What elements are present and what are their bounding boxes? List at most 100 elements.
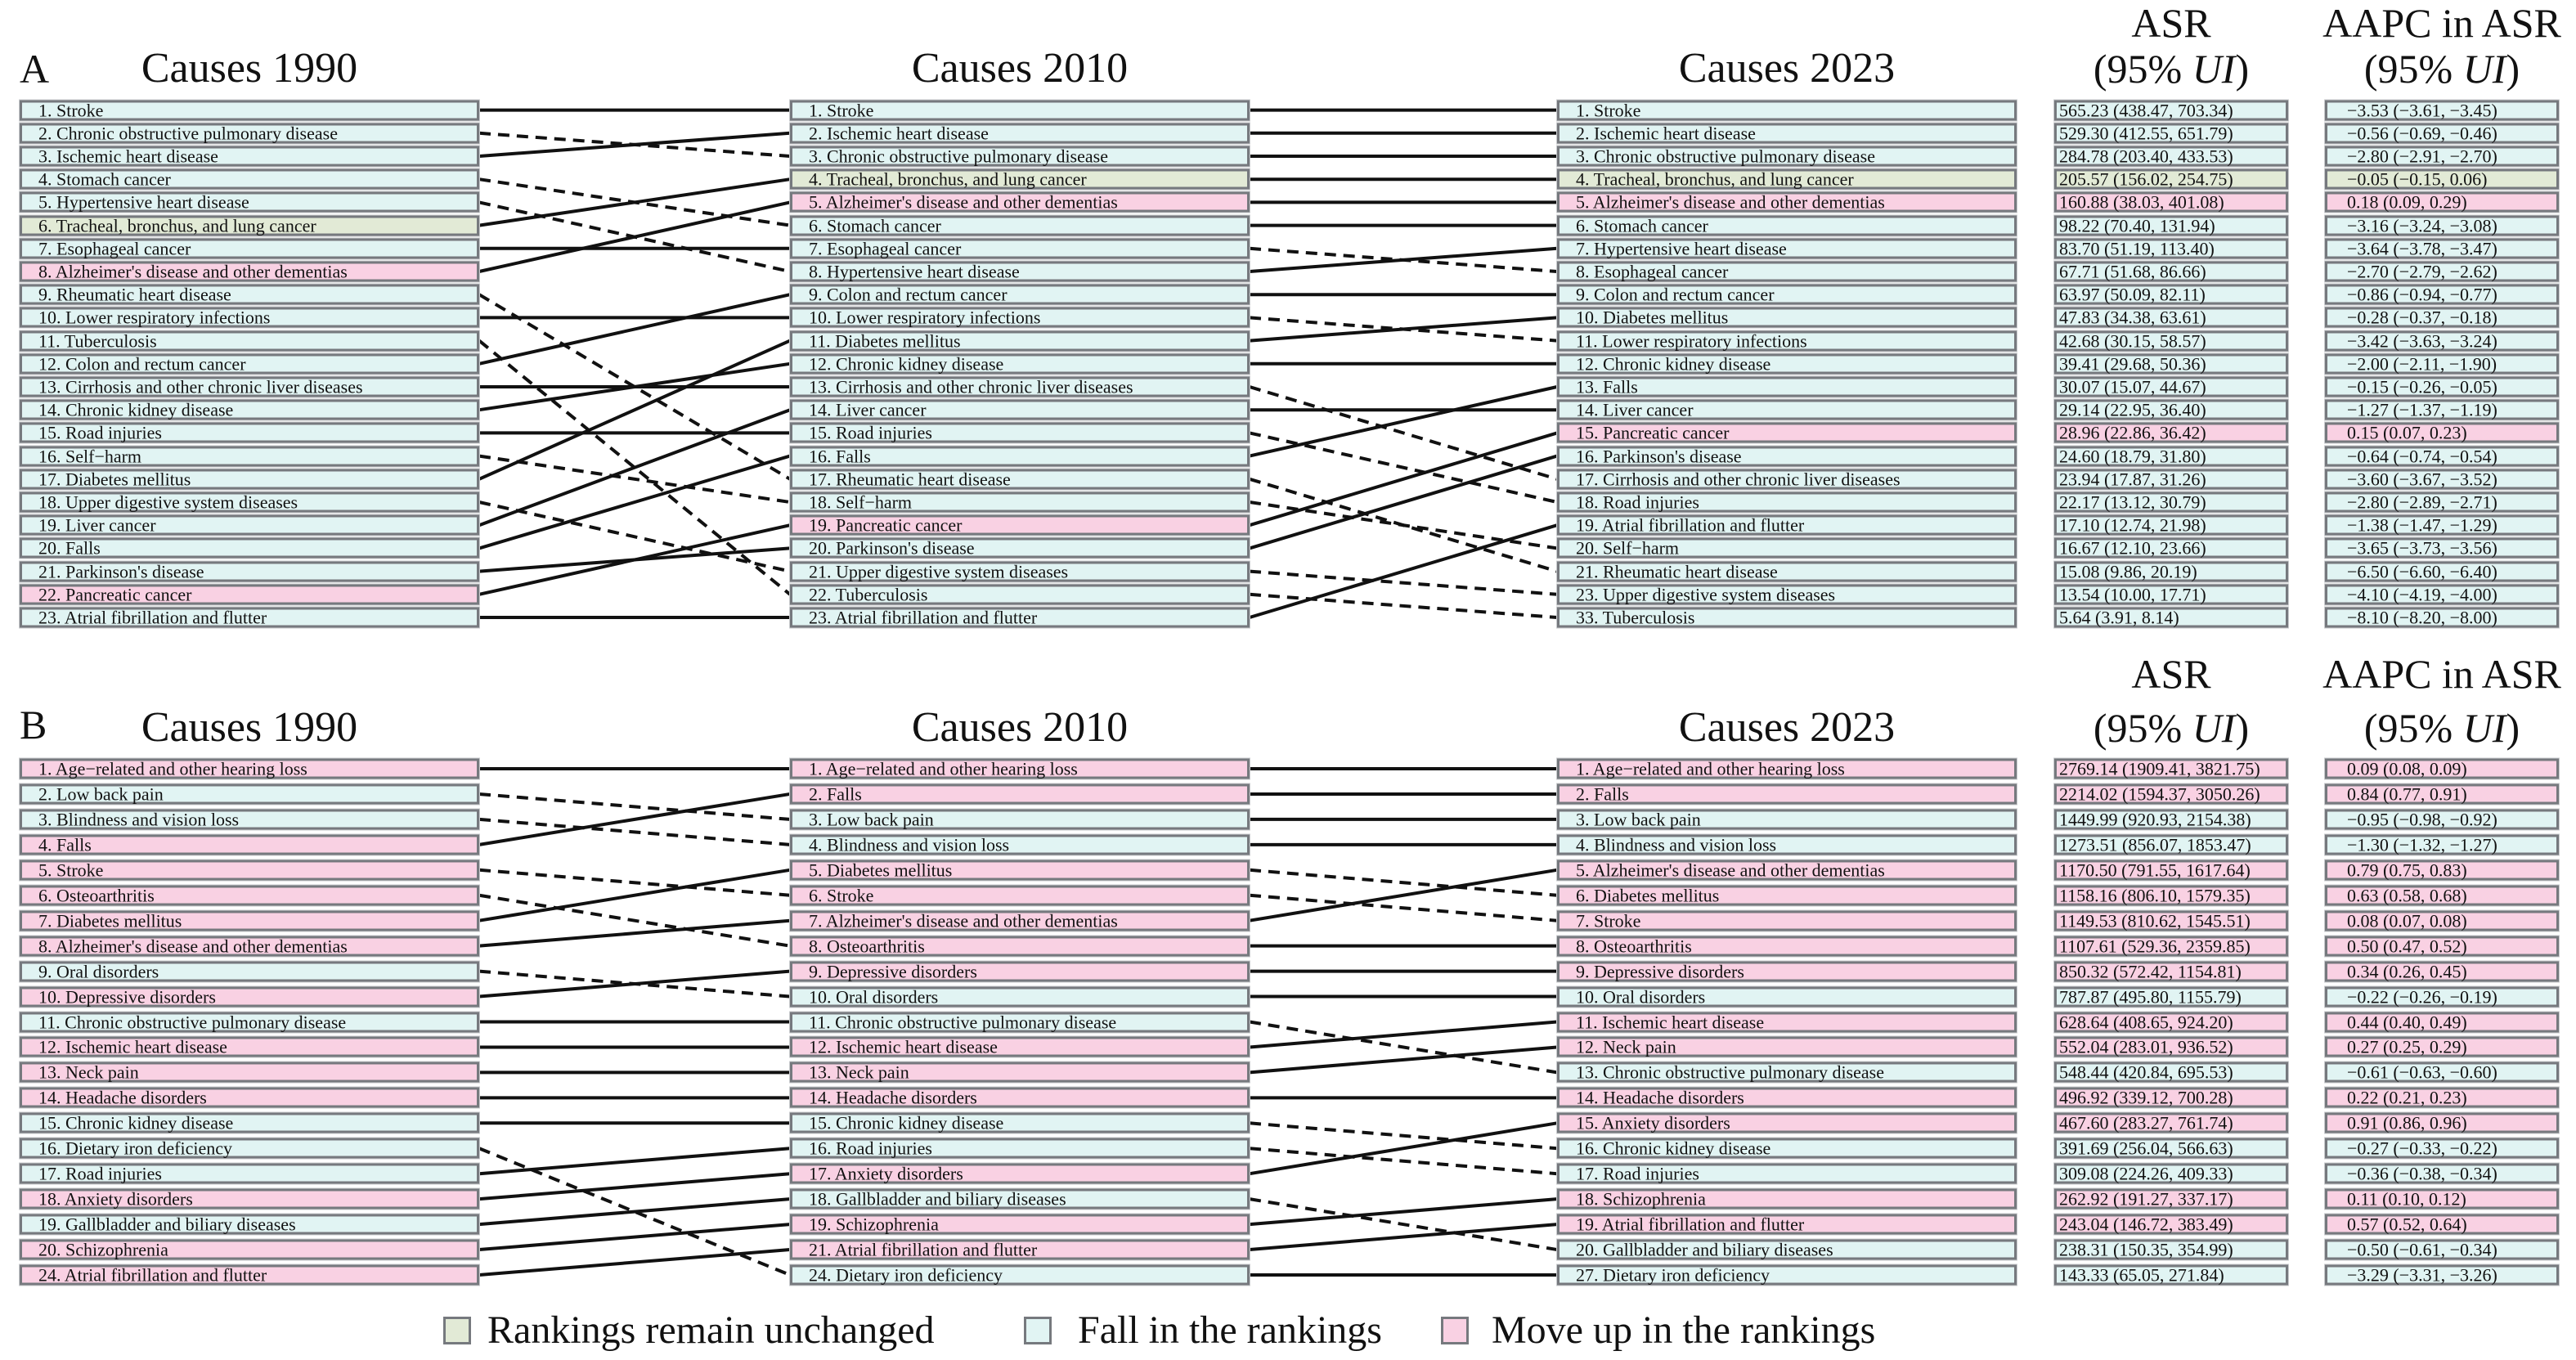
ci-ui: UI (2462, 705, 2506, 751)
asr-value: 548.44 (420.84, 695.53) (2053, 1061, 2289, 1084)
ci-header: (95% UI) (2364, 703, 2520, 752)
legend-swatch-unchanged (443, 1317, 471, 1344)
asr-value: 29.14 (22.95, 36.40) (2053, 398, 2289, 421)
cause-row: 6. Stroke (789, 884, 1250, 907)
cause-row: 19. Atrial fibrillation and flutter (1556, 1213, 2017, 1236)
rank-fall-link (1249, 1197, 1558, 1252)
aapc-value: 0.57 (0.52, 0.64) (2324, 1213, 2560, 1236)
cause-row: 22. Pancreatic cancer (19, 583, 480, 606)
cause-row: 20. Schizophrenia (19, 1238, 480, 1261)
cause-row: 13. Cirrhosis and other chronic liver di… (789, 375, 1250, 398)
aapc-value: 0.79 (0.75, 0.83) (2324, 859, 2560, 882)
aapc-value: −3.42 (−3.63, −3.24) (2324, 330, 2560, 352)
cause-row: 16. Road injuries (789, 1137, 1250, 1160)
cause-row: 16. Parkinson's disease (1556, 445, 2017, 468)
rank-fall-link (1249, 592, 1558, 619)
cause-row: 33. Tuberculosis (1556, 606, 2017, 629)
asr-title: ASR (2131, 0, 2211, 46)
cause-row: 9. Depressive disorders (1556, 960, 2017, 983)
cause-row: 10. Lower respiratory infections (19, 306, 480, 329)
rank-fall-link (478, 339, 792, 596)
aapc-value: −3.53 (−3.61, −3.45) (2324, 99, 2560, 122)
cause-row: 9. Oral disorders (19, 960, 480, 983)
ci-ui: UI (2462, 46, 2506, 92)
aapc-value: 0.18 (0.09, 0.29) (2324, 191, 2560, 213)
cause-row: 14. Headache disorders (19, 1086, 480, 1109)
cause-row: 6. Osteoarthritis (19, 884, 480, 907)
rank-link (1249, 246, 1558, 273)
panel-label: A (20, 46, 50, 92)
aapc-value: −0.95 (−0.98, −0.92) (2324, 808, 2560, 831)
rank-link (1249, 523, 1558, 619)
cause-row: 21. Parkinson's disease (19, 560, 480, 583)
cause-row: 23. Atrial fibrillation and flutter (789, 606, 1250, 629)
aapc-title: AAPC in ASR (2322, 0, 2561, 46)
cause-row: 13. Falls (1556, 375, 2017, 398)
cause-row: 17. Diabetes mellitus (19, 468, 480, 491)
cause-row: 1. Stroke (19, 99, 480, 122)
asr-value: 28.96 (22.86, 36.42) (2053, 421, 2289, 444)
panel-label: B (20, 702, 47, 747)
ci-open: (95% (2363, 705, 2463, 751)
asr-value: 467.60 (283.27, 761.74) (2053, 1111, 2289, 1134)
cause-row: 11. Chronic obstructive pulmonary diseas… (789, 1011, 1250, 1033)
column-title: Causes 1990 (141, 704, 358, 751)
aapc-value: 0.44 (0.40, 0.49) (2324, 1011, 2560, 1033)
asr-value: 42.68 (30.15, 58.57) (2053, 330, 2289, 352)
cause-row: 11. Diabetes mellitus (789, 330, 1250, 352)
rank-link (478, 293, 791, 366)
rank-link (478, 1197, 791, 1227)
aapc-value: 0.34 (0.26, 0.45) (2324, 960, 2560, 983)
aapc-value: −1.38 (−1.47, −1.29) (2324, 514, 2560, 536)
cause-row: 15. Chronic kidney disease (789, 1111, 1250, 1134)
cause-row: 3. Chronic obstructive pulmonary disease (1556, 145, 2017, 168)
asr-value: 787.87 (495.80, 1155.79) (2053, 985, 2289, 1008)
cause-row: 15. Chronic kidney disease (19, 1111, 480, 1134)
cause-row: 22. Tuberculosis (789, 583, 1250, 606)
cause-row: 2. Falls (789, 783, 1250, 806)
cause-row: 1. Stroke (1556, 99, 2017, 122)
cause-row: 4. Tracheal, bronchus, and lung cancer (789, 168, 1250, 191)
cause-row: 5. Alzheimer's disease and other dementi… (1556, 191, 2017, 213)
asr-value: 1158.16 (806.10, 1579.35) (2053, 884, 2289, 907)
cause-row: 2. Falls (1556, 783, 2017, 806)
rank-link (1249, 1197, 1558, 1227)
aapc-value: 0.84 (0.77, 0.91) (2324, 783, 2560, 806)
cause-row: 9. Colon and rectum cancer (789, 283, 1250, 306)
rank-link (1249, 385, 1558, 458)
cause-row: 2. Ischemic heart disease (789, 122, 1250, 145)
rank-link (1249, 1045, 1558, 1075)
cause-row: 20. Gallbladder and biliary diseases (1556, 1238, 2017, 1261)
asr-value: 39.41 (29.68, 50.36) (2053, 352, 2289, 375)
cause-row: 7. Esophageal cancer (19, 237, 480, 260)
cause-row: 4. Stomach cancer (19, 168, 480, 191)
cause-row: 7. Esophageal cancer (789, 237, 1250, 260)
rank-link (478, 131, 791, 158)
aapc-value: −0.64 (−0.74, −0.54) (2324, 445, 2560, 468)
rank-link (478, 918, 791, 948)
asr-value: 262.92 (191.27, 337.17) (2053, 1187, 2289, 1210)
cause-row: 24. Atrial fibrillation and flutter (19, 1263, 480, 1286)
cause-row: 4. Tracheal, bronchus, and lung cancer (1556, 168, 2017, 191)
asr-value: 67.71 (51.68, 86.66) (2053, 260, 2289, 283)
cause-row: 20. Parkinson's disease (789, 536, 1250, 559)
ci-close: ) (2235, 46, 2250, 92)
cause-row: 14. Headache disorders (1556, 1086, 2017, 1109)
aapc-value: 0.27 (0.25, 0.29) (2324, 1035, 2560, 1058)
cause-row: 4. Falls (19, 833, 480, 856)
aapc-value: −0.36 (−0.38, −0.34) (2324, 1162, 2560, 1185)
cause-row: 2. Chronic obstructive pulmonary disease (19, 122, 480, 145)
rank-fall-link (478, 893, 791, 948)
cause-row: 19. Atrial fibrillation and flutter (1556, 514, 2017, 536)
cause-row: 10. Oral disorders (789, 985, 1250, 1008)
column-title: Causes 2023 (1678, 45, 1896, 92)
aapc-value: −0.22 (−0.26, −0.19) (2324, 985, 2560, 1008)
asr-value: 1149.53 (810.62, 1545.51) (2053, 909, 2289, 932)
cause-row: 16. Self−harm (19, 445, 480, 468)
ci-header: (95% UI) (2094, 44, 2249, 93)
cause-row: 27. Dietary iron deficiency (1556, 1263, 2017, 1286)
cause-row: 15. Pancreatic cancer (1556, 421, 2017, 444)
aapc-value: 0.22 (0.21, 0.23) (2324, 1086, 2560, 1109)
cause-row: 13. Chronic obstructive pulmonary diseas… (1556, 1061, 2017, 1084)
